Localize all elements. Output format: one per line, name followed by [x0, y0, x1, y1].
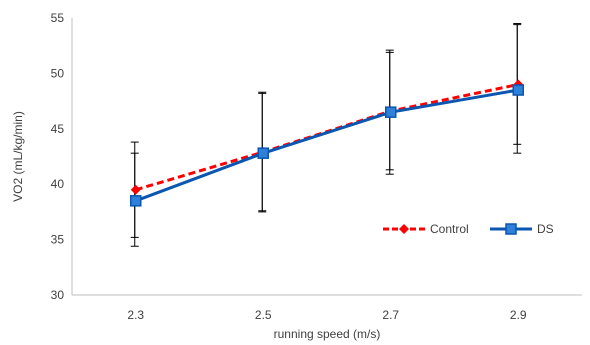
y-axis-title: VO2 (mL/kg/min) [11, 111, 25, 202]
data-point-marker [130, 184, 141, 195]
y-tick-label: 55 [51, 11, 65, 25]
y-tick-label: 30 [51, 288, 65, 302]
y-tick-label: 40 [51, 177, 65, 191]
x-tick-labels: 2.3 2.5 2.7 2.9 [127, 308, 527, 322]
y-tick-labels: 30 35 40 45 50 55 [51, 11, 65, 302]
y-tick-label: 50 [51, 66, 65, 80]
x-tick-label: 2.5 [255, 308, 272, 322]
axes [71, 18, 582, 296]
data-point-marker [257, 147, 269, 159]
data-point-marker [512, 84, 524, 96]
x-tick-label: 2.9 [510, 308, 527, 322]
legend-marker-ds [505, 223, 517, 235]
x-tick-label: 2.7 [382, 308, 399, 322]
x-tick-label: 2.3 [127, 308, 144, 322]
series-markers [130, 79, 524, 207]
legend-item-ds: DS [490, 222, 554, 236]
error-bars [130, 23, 522, 247]
y-tick-label: 35 [51, 233, 65, 247]
series-line [135, 88, 519, 203]
legend-item-control: Control [383, 222, 469, 236]
data-point-marker [130, 195, 142, 207]
series-lines [135, 83, 519, 203]
legend-label-control: Control [430, 222, 469, 236]
data-point-marker [385, 106, 397, 118]
x-axis-title: running speed (m/s) [274, 327, 381, 341]
legend-marker-control [399, 224, 409, 234]
legend-label-ds: DS [537, 222, 554, 236]
y-tick-label: 45 [51, 122, 65, 136]
legend: Control DS [383, 222, 554, 236]
